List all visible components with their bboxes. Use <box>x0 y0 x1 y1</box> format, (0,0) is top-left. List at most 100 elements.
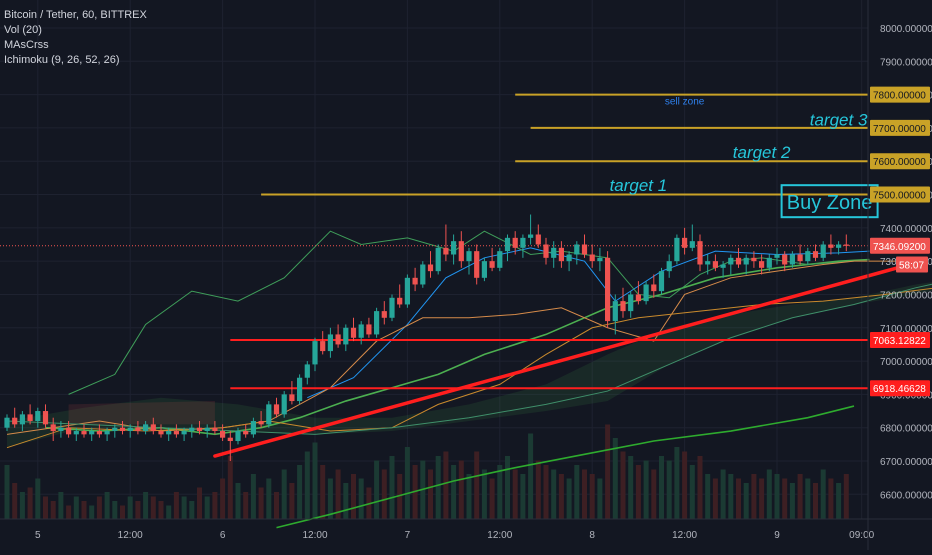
candle-body <box>466 251 472 262</box>
candle-body <box>820 244 826 258</box>
volume-bar <box>597 478 603 519</box>
price-tag-bg <box>870 380 930 397</box>
volume-bar <box>689 465 695 519</box>
volume-bar <box>605 424 611 519</box>
candle-body <box>481 261 487 278</box>
candle-body <box>258 421 264 425</box>
volume-bar <box>582 469 587 519</box>
candle-body <box>320 341 326 352</box>
volume-bar <box>720 469 726 519</box>
volume-bar <box>404 447 410 519</box>
cloud-fill-bearish <box>68 401 215 425</box>
volume-bar <box>335 469 341 519</box>
x-tick-label: 12:00 <box>487 530 512 541</box>
candle-body <box>127 427 133 432</box>
volume-bar <box>274 492 279 519</box>
candle-body <box>674 237 680 262</box>
candle-body <box>497 251 503 268</box>
volume-bar <box>589 474 595 519</box>
volume-bar <box>120 505 125 519</box>
candle-body <box>420 264 426 285</box>
volume-bar <box>666 460 672 519</box>
x-tick-label: 12:00 <box>672 530 697 541</box>
candle-body <box>220 431 226 438</box>
candle-body <box>597 257 603 262</box>
candle-body <box>235 431 241 442</box>
volume-bar <box>813 483 818 519</box>
volume-bar <box>212 492 218 519</box>
volume-bar <box>235 483 241 519</box>
volume-bar <box>289 483 295 519</box>
candle-body <box>96 431 102 435</box>
volume-bar <box>135 501 141 519</box>
volume-bar <box>736 478 741 519</box>
candle-body <box>166 431 172 435</box>
candle-body <box>474 251 480 278</box>
candle-body <box>666 261 672 272</box>
candle-body <box>774 254 780 258</box>
volume-bar <box>782 478 788 519</box>
candle-body <box>243 431 249 435</box>
volume-bar <box>805 478 811 519</box>
volume-bar <box>389 456 395 519</box>
volume-bar <box>674 447 680 519</box>
candles <box>4 214 849 461</box>
volume-bar <box>320 465 326 519</box>
legend: Bitcoin / Tether, 60, BITTREX Vol (20) M… <box>4 8 147 68</box>
buy-zone-label: Buy Zone <box>787 192 873 214</box>
volume-bar <box>705 474 711 519</box>
target-label: target 1 <box>610 176 668 195</box>
volume-bar <box>743 483 749 519</box>
candle-body <box>543 244 549 258</box>
candle-body <box>735 257 742 265</box>
target-label: target 3 <box>810 110 868 129</box>
candle-body <box>189 427 195 432</box>
candle-body <box>27 414 33 422</box>
indicator-line <box>276 405 855 529</box>
candle-body <box>805 251 811 262</box>
volume-bar <box>173 492 179 519</box>
candle-body <box>266 404 272 425</box>
volume-bar <box>512 469 518 519</box>
candle-body <box>605 257 611 322</box>
candle-body <box>42 411 49 425</box>
candle-body <box>558 247 564 262</box>
candle-body <box>489 261 495 268</box>
candle-body <box>535 234 541 245</box>
y-tick-label: 7900.00000 <box>880 57 932 68</box>
candle-body <box>504 237 511 252</box>
candle-body <box>705 261 711 265</box>
volume-bar <box>435 456 441 519</box>
candle-body <box>204 427 210 432</box>
candle-body <box>366 324 372 335</box>
price-tag-bg <box>896 256 928 273</box>
candle-body <box>528 234 534 238</box>
volume-bar <box>466 474 472 519</box>
volume-bar <box>635 465 641 519</box>
annotations: sell zone target 3 target 2 target 1 Buy Zon… <box>610 97 879 219</box>
candle-body <box>843 244 849 246</box>
volume-bar <box>127 496 133 519</box>
volume-bar <box>820 469 826 519</box>
candle-body <box>312 341 318 365</box>
candle-body <box>335 334 341 345</box>
candle-body <box>658 271 665 292</box>
y-tick-label: 7200.00000 <box>880 290 932 301</box>
candle-body <box>73 431 79 435</box>
volume-bar <box>327 478 333 519</box>
volume-bar <box>497 465 503 519</box>
candle-body <box>158 431 164 435</box>
trendline <box>213 261 918 458</box>
volume-bar <box>558 474 564 519</box>
candle-body <box>227 437 233 442</box>
candle-body <box>196 427 203 432</box>
volume-bar <box>258 487 264 519</box>
horizontal-levels <box>0 93 918 458</box>
candle-body <box>381 311 387 318</box>
volume-bar <box>551 469 557 519</box>
candle-body <box>143 424 149 432</box>
volume-bar <box>543 465 549 519</box>
candle-body <box>412 277 418 285</box>
